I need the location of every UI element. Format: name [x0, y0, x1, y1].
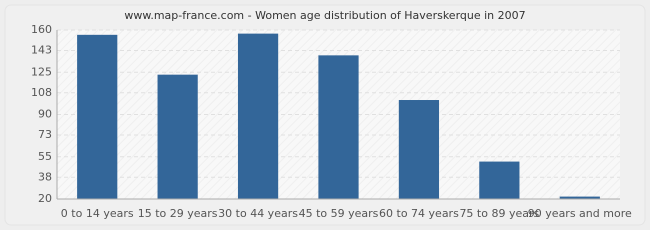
x-tick-label: 0 to 14 years [61, 207, 134, 220]
y-tick-label: 125 [31, 65, 52, 78]
y-tick-label: 90 [38, 108, 52, 121]
chart-title: www.map-france.com - Women age distribut… [124, 9, 525, 22]
y-tick-label: 143 [31, 44, 52, 57]
x-tick-label: 45 to 59 years [299, 207, 379, 220]
x-tick-label: 30 to 44 years [218, 207, 298, 220]
bar [237, 33, 279, 199]
x-tick-label: 60 to 74 years [379, 207, 459, 220]
bar [559, 196, 600, 199]
bar [77, 34, 118, 200]
y-tick-label: 160 [31, 23, 52, 36]
chart: www.map-france.com - Women age distribut… [0, 0, 650, 230]
x-tick-label: 15 to 29 years [138, 207, 218, 220]
y-tick-label: 38 [38, 170, 52, 183]
y-tick-label: 55 [38, 150, 52, 163]
x-tick-label: 75 to 89 years [459, 207, 539, 220]
bar [398, 100, 440, 199]
x-tick-label: 90 years and more [528, 207, 632, 220]
bar [318, 55, 359, 199]
bar [479, 161, 520, 199]
y-tick-label: 108 [31, 86, 52, 99]
y-tick-label: 20 [38, 192, 52, 205]
bar [157, 74, 198, 199]
y-tick-label: 73 [38, 128, 52, 141]
